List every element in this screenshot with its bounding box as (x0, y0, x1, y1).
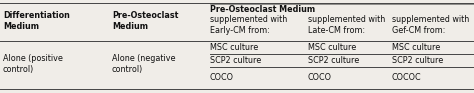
Text: SCP2 culture: SCP2 culture (308, 56, 359, 65)
Text: SCP2 culture: SCP2 culture (392, 56, 443, 65)
Text: supplemented with
Late-CM from:: supplemented with Late-CM from: (308, 15, 385, 35)
Text: COCO: COCO (308, 73, 332, 82)
Text: COCO: COCO (210, 73, 234, 82)
Text: COCOC: COCOC (392, 73, 422, 82)
Text: Pre-Osteoclast
Medium: Pre-Osteoclast Medium (112, 11, 178, 31)
Text: SCP2 culture: SCP2 culture (210, 56, 261, 65)
Text: supplemented with
Early-CM from:: supplemented with Early-CM from: (210, 15, 287, 35)
Text: Differentiation
Medium: Differentiation Medium (3, 11, 70, 31)
Text: Alone (positive
control): Alone (positive control) (3, 54, 63, 74)
Text: MSC culture: MSC culture (308, 43, 356, 52)
Text: MSC culture: MSC culture (210, 43, 258, 52)
Text: supplemented with
Gef-CM from:: supplemented with Gef-CM from: (392, 15, 469, 35)
Text: Alone (negative
control): Alone (negative control) (112, 54, 175, 74)
Text: Pre-Osteoclast Medium: Pre-Osteoclast Medium (210, 5, 315, 14)
Text: MSC culture: MSC culture (392, 43, 440, 52)
